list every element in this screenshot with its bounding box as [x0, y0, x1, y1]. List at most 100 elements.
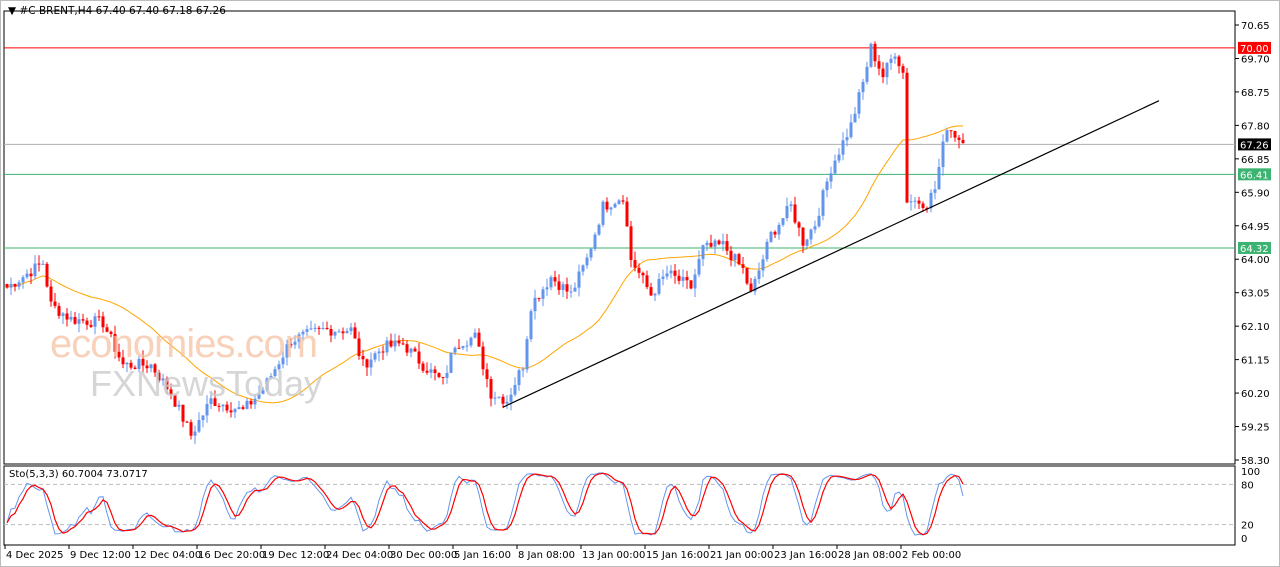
stoch-axis-label: 0 [1241, 534, 1247, 545]
candle-body [281, 357, 285, 365]
stoch-axis-label: 100 [1241, 467, 1260, 478]
candle [385, 336, 389, 356]
candle-body [217, 405, 221, 407]
level-value-64.32: 64.32 [1240, 244, 1269, 255]
candle-body [161, 378, 165, 381]
candle-body [89, 324, 93, 327]
candle-body [525, 339, 529, 370]
candle [889, 54, 893, 71]
y-tick-label: 64.00 [1241, 255, 1270, 266]
candle [317, 325, 321, 335]
candle [53, 293, 57, 309]
candle [369, 352, 373, 376]
candle [893, 52, 897, 64]
candle-body [669, 270, 673, 274]
candle-body [961, 139, 965, 143]
candle-body [577, 271, 581, 288]
candle-body [673, 270, 677, 276]
candle-body [729, 250, 733, 261]
candle-body [61, 313, 65, 316]
candle [629, 220, 633, 268]
candle [737, 252, 741, 266]
candle-body [273, 369, 277, 377]
candle [817, 207, 821, 228]
candle [477, 328, 481, 347]
candle [169, 383, 173, 400]
candle [953, 130, 957, 142]
candle-body [569, 291, 573, 293]
candle-body [725, 241, 729, 251]
candle-body [689, 280, 693, 289]
candle [85, 317, 89, 330]
candle [77, 313, 81, 333]
candle [741, 256, 745, 274]
candle-body [361, 356, 365, 360]
candle-body [109, 331, 113, 334]
candle-body [173, 394, 177, 407]
candle-body [389, 340, 393, 347]
candle [909, 194, 913, 211]
candle-body [437, 373, 441, 378]
candle-body [825, 181, 829, 191]
candle-body [629, 226, 633, 260]
x-tick-label: 19 Dec 12:00 [262, 550, 329, 561]
candle-body [269, 376, 273, 379]
dropdown-arrow-icon[interactable]: ▼ [8, 5, 17, 17]
candle-body [589, 248, 593, 258]
stoch-axis-label: 20 [1241, 521, 1254, 532]
candle [45, 261, 49, 288]
candle-body [733, 254, 737, 261]
candle-body [541, 289, 545, 299]
candle-body [637, 267, 641, 273]
candle-body [617, 200, 621, 204]
candle-body [45, 263, 49, 287]
candle [405, 340, 409, 356]
candle-body [289, 344, 293, 346]
y-tick-label: 67.80 [1241, 121, 1270, 132]
candle-body [309, 328, 313, 330]
candle [929, 189, 933, 213]
candle-body [17, 282, 21, 287]
candle [633, 251, 637, 272]
candle-body [341, 331, 345, 334]
candle [605, 197, 609, 213]
candle [561, 281, 565, 298]
candle-body [457, 347, 461, 349]
candle [41, 260, 45, 266]
candle [389, 333, 393, 348]
candle [917, 196, 921, 210]
y-tick-label: 69.70 [1241, 54, 1270, 65]
candle [101, 311, 105, 333]
candle-body [765, 241, 769, 260]
level-tag-67.26 [1238, 138, 1271, 151]
candle-body [657, 278, 661, 294]
candle-body [877, 61, 881, 69]
candle-body [401, 343, 405, 345]
candle [485, 363, 489, 388]
candle [313, 323, 317, 333]
candle-body [381, 351, 385, 353]
candle [185, 420, 189, 423]
candle [625, 197, 629, 227]
candle [545, 278, 549, 296]
candle [457, 339, 461, 349]
candle [293, 335, 297, 349]
candle-body [549, 277, 553, 288]
candle-body [821, 190, 825, 216]
main-plot-border [3, 10, 1236, 465]
candle-body [405, 344, 409, 353]
x-tick-label: 16 Dec 20:00 [198, 550, 265, 561]
candle [781, 218, 785, 227]
candle [13, 283, 17, 292]
candle-body [837, 154, 841, 161]
candle [257, 385, 261, 400]
candle-body [909, 201, 913, 203]
candle-body [801, 227, 805, 246]
candle-body [169, 389, 173, 395]
candle [513, 377, 517, 397]
candle-body [921, 203, 925, 208]
x-tick-label: 5 Jan 16:00 [454, 550, 511, 561]
candle-body [49, 286, 53, 302]
candle [797, 221, 801, 237]
